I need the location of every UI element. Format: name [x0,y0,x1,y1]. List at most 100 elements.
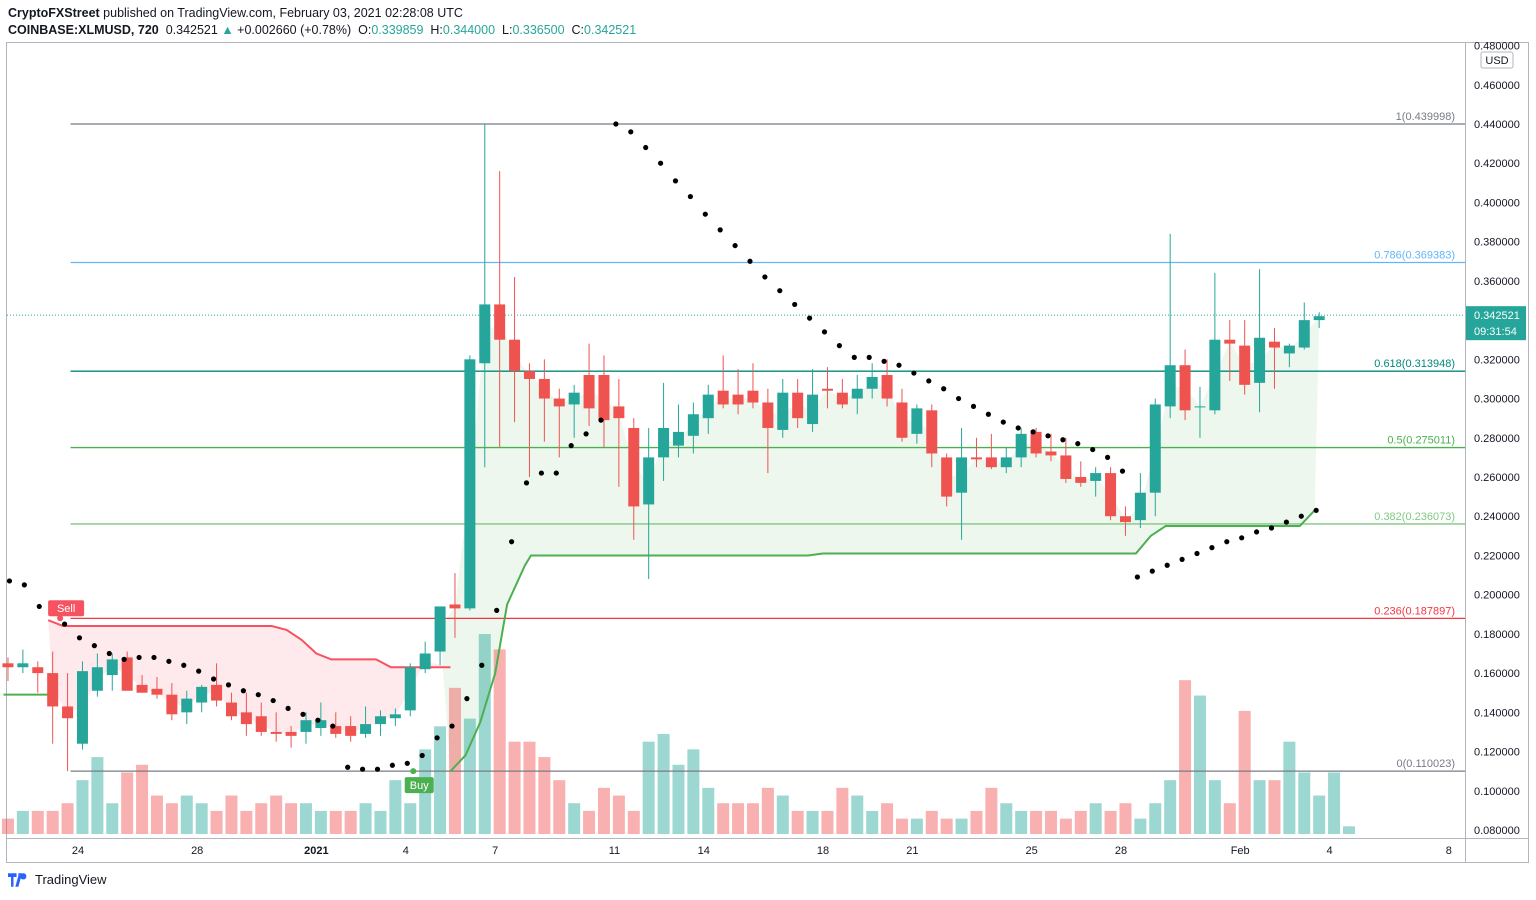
sar-dot [1313,507,1319,513]
last-price-tag-value: 0.342521 [1474,310,1520,322]
volume-bar [553,780,566,834]
candle-body [47,673,59,707]
time-tick-label: 14 [698,845,710,857]
parabolic-sar [6,121,1319,772]
time-axis[interactable]: 24 28 2021 4 7 11 14 18 21 25 28 Feb 4 8 [72,845,1452,857]
volume-bar [1015,810,1028,834]
sar-dot [1030,429,1036,435]
price-axis[interactable]: 0.480000 0.460000 0.440000 0.420000 0.400000… [1466,41,1526,837]
sar-dot [1149,568,1155,574]
volume-bar [31,810,44,834]
sar-dot [911,370,917,376]
sar-dot [136,654,142,661]
sar-dot [643,144,649,151]
sar-dot [1253,529,1260,535]
time-tick-label: 4 [1327,845,1333,857]
fib-level-label: 0.786(0.369383) [1374,249,1455,261]
volume-bar [806,810,819,834]
price-tick-label: 0.380000 [1474,237,1520,249]
fib-level-label: 1(0.439998) [1396,111,1455,123]
candle-body [926,410,938,454]
candle-body [121,657,133,691]
volume-bar [955,818,968,834]
candle-body [1298,320,1310,348]
sar-dot [1224,539,1230,545]
candle-body [315,720,327,729]
volume-bar [404,803,417,834]
candle-body [628,427,640,507]
candle-body [941,457,953,497]
fib-level-label: 0.382(0.236073) [1374,511,1455,523]
sar-dot [345,764,351,770]
sar-dot [6,578,13,584]
downtrend-fill [48,620,451,734]
price-tick-label: 0.360000 [1474,276,1520,288]
supertrend-down-line [47,619,451,669]
candle-body [300,720,312,732]
time-tick-label: 28 [1115,845,1127,857]
volume-bar [717,803,730,834]
volume-bar [210,810,223,834]
volume-bar [687,749,700,834]
candles [2,124,1325,772]
sar-dot [762,274,768,280]
candle-body [687,414,699,436]
sar-dot [449,723,455,729]
change-arrow-icon: ▲ [221,23,234,37]
close-label: C: [571,23,585,37]
volume-bar [627,810,640,834]
volume-bar [180,795,193,834]
tradingview-brand: TradingView [35,872,107,887]
sar-dot [1000,419,1006,425]
volume-bar [821,810,834,834]
sar-dot [1015,425,1021,431]
sar-dot [553,470,559,476]
sar-dot [61,621,68,627]
sar-dot [732,242,738,249]
candle-body [240,712,252,725]
volume-bar [672,764,685,834]
candle-body [345,726,357,736]
candle-body [1209,339,1221,411]
sar-dot [151,654,157,661]
volume-bar [761,787,774,834]
sar-dot [1268,525,1275,531]
volume-bar [463,718,476,834]
change-text: +0.002660 (+0.78%) [237,23,352,37]
volume-bar [702,787,715,834]
volume-bar [255,803,268,834]
volume-bar [225,795,238,834]
tradingview-footer[interactable]: TradingView [8,872,107,887]
candle-body [702,394,714,419]
candle-body [32,667,44,674]
signal-badge [404,777,434,794]
sar-dot [1298,513,1304,519]
volume-bar [910,818,923,834]
sar-dot [1119,468,1126,474]
sar-dot [1194,550,1200,557]
candle-body [1164,365,1176,407]
open-value: 0.339859 [371,23,424,37]
volume-bar [1134,818,1147,834]
chart-border [6,42,1529,863]
sar-dot [672,178,679,184]
candle-body [1090,473,1102,481]
candle-body [792,392,804,419]
candle-body [225,702,237,717]
volume-bar [895,818,908,834]
volume-bar [434,726,447,834]
author-name[interactable]: CryptoFXStreet [8,6,100,20]
price-tick-label: 0.100000 [1474,786,1520,798]
price-tick-label: 0.280000 [1474,433,1520,445]
currency-box[interactable] [1480,51,1514,69]
candle-body [1254,337,1266,383]
volume-bar [61,803,74,834]
sar-dot [836,343,842,349]
volume-bar [970,810,983,834]
candle-body [1194,406,1206,408]
volume-bar [791,810,804,834]
candle-body [1134,492,1146,521]
time-tick-label: 28 [191,845,203,857]
candle-body [1283,345,1295,354]
